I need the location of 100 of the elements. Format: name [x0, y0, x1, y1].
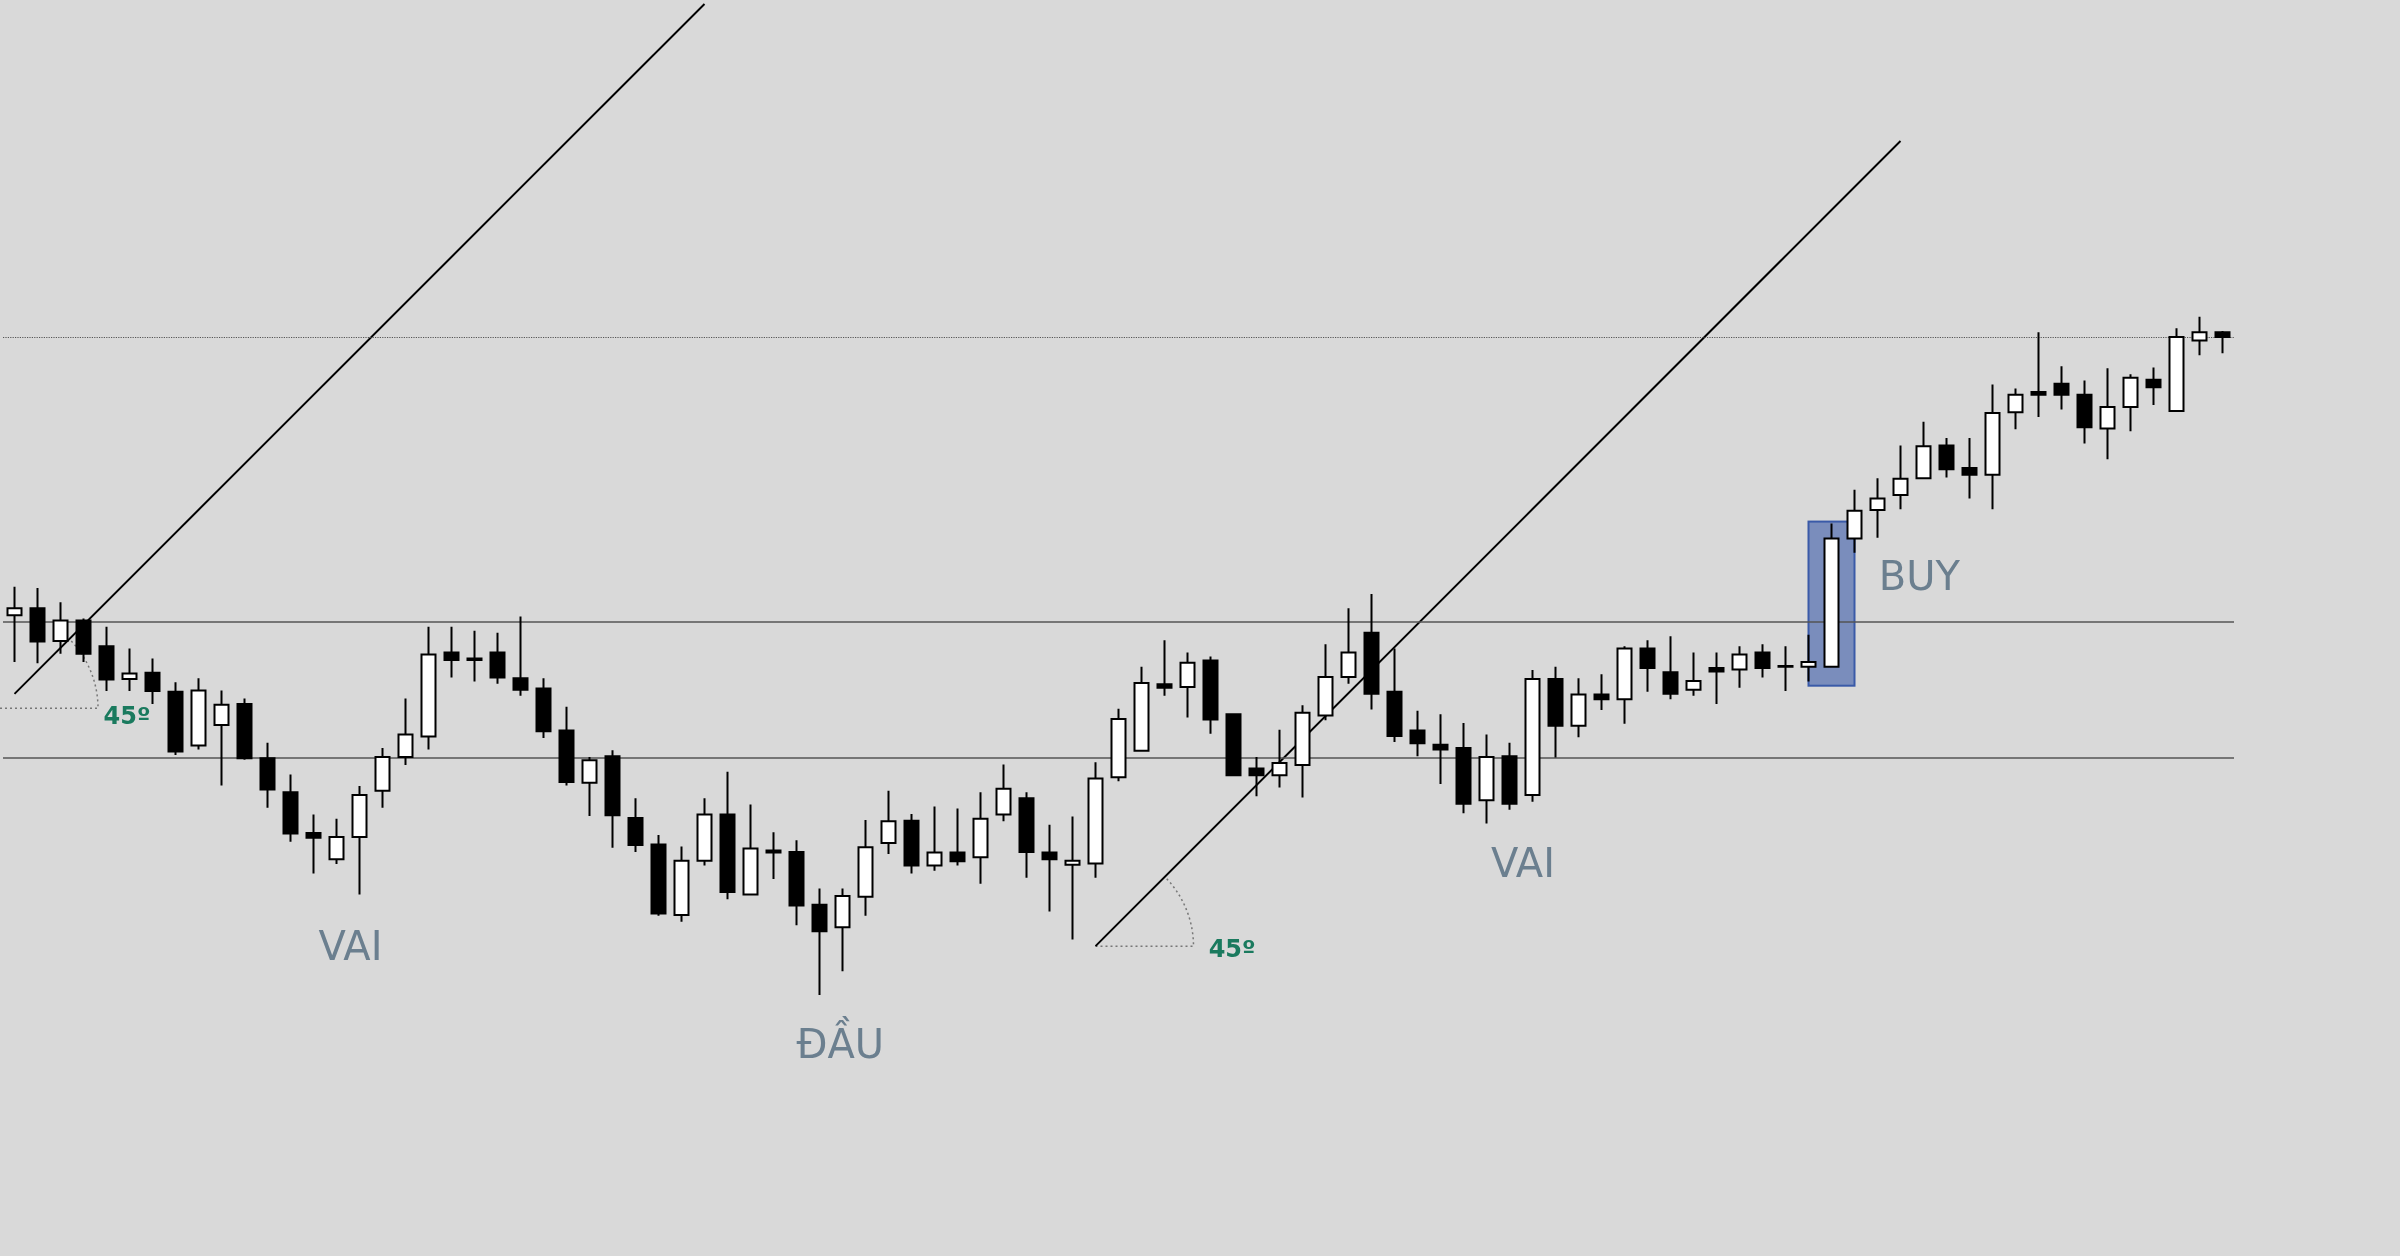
candlestick	[558, 705, 575, 787]
candlestick	[1616, 645, 1633, 725]
annotation: BUY	[1878, 552, 1961, 599]
candlestick	[1846, 488, 1863, 554]
candlestick	[397, 697, 414, 767]
candlestick	[305, 813, 322, 875]
candlestick	[443, 625, 460, 679]
candlestick	[788, 839, 805, 927]
candlestick	[351, 785, 368, 896]
candlestick	[696, 797, 713, 867]
candlestick	[75, 617, 92, 663]
annotation: VAI	[1490, 840, 1555, 887]
candlestick	[1984, 383, 2001, 511]
candlestick	[1455, 722, 1472, 815]
candlestick	[1225, 713, 1242, 777]
candlestick	[1271, 728, 1288, 789]
candlestick	[190, 677, 207, 751]
candlestick	[1363, 593, 1380, 711]
candlestick	[1064, 815, 1081, 941]
candlestick	[995, 763, 1012, 823]
candlestick	[627, 797, 644, 853]
candlestick	[1110, 707, 1127, 783]
candlestick	[489, 631, 506, 685]
candlestick	[236, 697, 253, 761]
annotation: VAI	[318, 922, 383, 969]
candlestick	[903, 812, 920, 875]
candlestick	[144, 657, 161, 706]
candlestick	[926, 805, 943, 872]
annotation: 45º	[103, 702, 151, 731]
candlestick	[2007, 387, 2024, 431]
candlestick	[167, 681, 184, 756]
candlestick	[1915, 420, 1932, 480]
candlestick	[1547, 665, 1564, 759]
candlestick	[1087, 761, 1104, 879]
candlestick	[857, 819, 874, 917]
candlestick	[1639, 639, 1656, 693]
candlestick	[374, 747, 391, 809]
candlestick	[535, 677, 552, 739]
candlestick	[949, 807, 966, 867]
candlestick	[719, 770, 736, 901]
candlestick	[2191, 315, 2208, 357]
candlestick	[2099, 367, 2116, 461]
candlestick	[673, 845, 690, 923]
candlestick	[1340, 607, 1357, 685]
candlestick	[972, 791, 989, 885]
candlestick	[1662, 635, 1679, 701]
candlestick	[2214, 329, 2231, 355]
candlestick	[650, 833, 667, 917]
candlestick	[1731, 645, 1748, 689]
candlestick	[1478, 733, 1495, 825]
candlestick	[1248, 755, 1265, 798]
candlestick	[1754, 643, 1771, 679]
candlestick	[98, 625, 115, 693]
candlestick	[1823, 522, 1840, 668]
candlestick	[1961, 437, 1978, 500]
candlestick	[1938, 437, 1955, 479]
candlestick	[1317, 643, 1334, 722]
candlestick	[2168, 327, 2185, 412]
candlestick	[2076, 379, 2093, 445]
candlestick	[512, 615, 529, 697]
candlestick	[1869, 477, 1886, 539]
candlestick	[1202, 655, 1219, 735]
candlestick	[1708, 651, 1725, 706]
candlestick	[811, 887, 828, 996]
candlestick	[581, 755, 598, 817]
candlestick	[466, 629, 483, 683]
candlestick	[765, 831, 782, 881]
candlestick	[121, 647, 138, 693]
candlestick	[834, 887, 851, 973]
candlestick	[1179, 651, 1196, 719]
candlestick	[1294, 704, 1311, 799]
candlestick	[1524, 669, 1541, 803]
candlestick	[213, 689, 230, 787]
candlestick	[6, 585, 23, 663]
candlestick	[2145, 366, 2162, 406]
candlestick	[1156, 639, 1173, 697]
candlestick	[1800, 633, 1817, 683]
annotation: 45º	[1208, 934, 1256, 963]
candlestick	[29, 587, 46, 665]
candlestick	[282, 773, 299, 843]
candlestick	[1432, 713, 1449, 786]
candlestick	[880, 789, 897, 855]
candlestick	[259, 741, 276, 809]
candlestick	[1041, 823, 1058, 913]
candlestick	[1501, 741, 1518, 811]
candlestick	[2122, 373, 2139, 433]
candlestick	[1685, 651, 1702, 697]
candlestick	[1777, 645, 1794, 693]
candlestick	[328, 817, 345, 866]
candlestick	[1892, 444, 1909, 511]
candlestick	[52, 601, 69, 655]
candlestick	[1133, 665, 1150, 752]
candlestick	[420, 625, 437, 751]
candlestick	[1593, 673, 1610, 712]
candlestick	[1018, 791, 1035, 879]
candlestick	[1409, 709, 1426, 758]
candlestick	[604, 749, 621, 849]
text: ĐẦU	[796, 1015, 885, 1067]
candlestick	[742, 803, 759, 896]
candlestick	[1386, 647, 1403, 743]
